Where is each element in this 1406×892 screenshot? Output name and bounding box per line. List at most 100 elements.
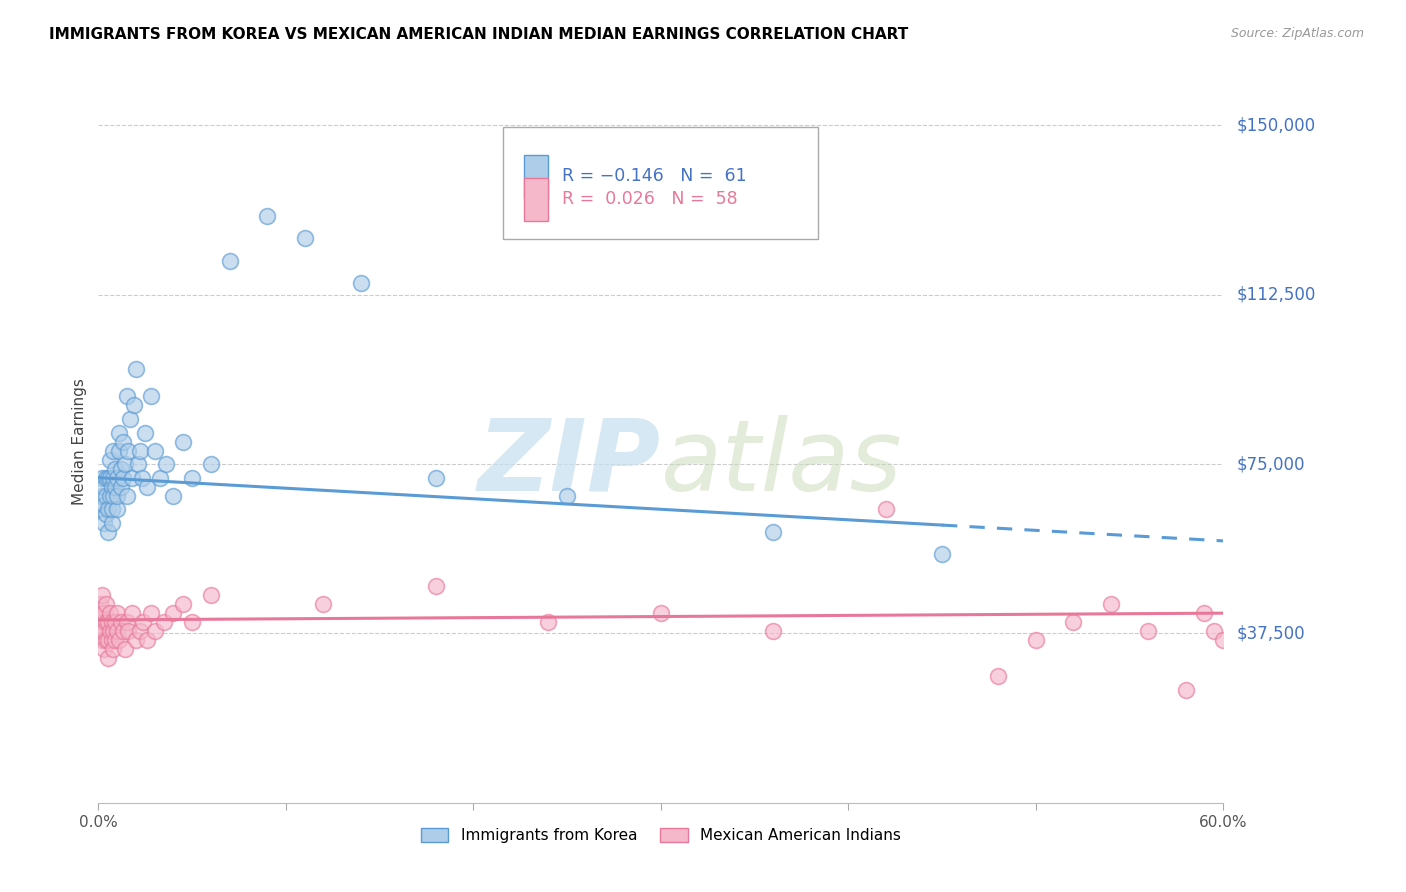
Point <box>181 615 204 630</box>
Point <box>128 624 150 639</box>
Point <box>97 470 120 484</box>
Point <box>100 633 122 648</box>
Point <box>172 597 194 611</box>
Point <box>132 615 155 630</box>
Point <box>105 502 128 516</box>
Text: $37,500: $37,500 <box>1237 624 1306 642</box>
Point <box>110 480 132 494</box>
Point <box>143 624 166 639</box>
Point <box>100 615 122 630</box>
Point <box>122 398 145 412</box>
Point <box>115 389 138 403</box>
Point <box>153 615 176 630</box>
Point <box>155 457 177 471</box>
Point <box>91 615 114 630</box>
Point <box>110 461 132 475</box>
Point <box>172 434 194 449</box>
Point <box>89 624 111 639</box>
Point <box>104 480 127 494</box>
Point <box>139 606 162 620</box>
Point <box>108 425 131 440</box>
Text: Source: ZipAtlas.com: Source: ZipAtlas.com <box>1230 27 1364 40</box>
Point <box>98 489 121 503</box>
Point <box>98 606 121 620</box>
Text: atlas: atlas <box>661 415 903 512</box>
Point <box>762 624 785 639</box>
Point <box>108 633 131 648</box>
Point <box>1194 606 1216 620</box>
Point <box>97 524 120 539</box>
Point <box>97 615 120 630</box>
Point <box>93 516 115 530</box>
Point <box>93 498 115 512</box>
Text: ZIP: ZIP <box>478 415 661 512</box>
Point <box>1137 624 1160 639</box>
Point <box>134 425 156 440</box>
Point <box>125 633 148 648</box>
Point <box>555 489 578 503</box>
Point <box>108 443 131 458</box>
Point <box>425 470 447 484</box>
Point <box>256 209 278 223</box>
Point <box>149 470 172 484</box>
Point <box>117 624 139 639</box>
Point <box>91 633 114 648</box>
Point <box>100 502 122 516</box>
Point <box>143 443 166 458</box>
Legend: Immigrants from Korea, Mexican American Indians: Immigrants from Korea, Mexican American … <box>415 822 907 849</box>
Point <box>104 615 127 630</box>
Point <box>121 470 143 484</box>
Point <box>89 606 111 620</box>
Point <box>120 412 142 426</box>
Point <box>93 642 115 657</box>
Point <box>98 452 121 467</box>
Point <box>91 489 114 503</box>
Point <box>111 624 134 639</box>
Y-axis label: Median Earnings: Median Earnings <box>72 378 87 505</box>
Point <box>136 480 159 494</box>
Point <box>139 389 162 403</box>
Text: IMMIGRANTS FROM KOREA VS MEXICAN AMERICAN INDIAN MEDIAN EARNINGS CORRELATION CHA: IMMIGRANTS FROM KOREA VS MEXICAN AMERICA… <box>49 27 908 42</box>
Point <box>97 633 120 648</box>
Point <box>650 606 672 620</box>
Point <box>103 470 125 484</box>
Point <box>103 624 125 639</box>
Point <box>1174 682 1197 697</box>
Point <box>1212 633 1234 648</box>
Point <box>128 443 150 458</box>
Text: R = −0.146   N =  61: R = −0.146 N = 61 <box>562 168 747 186</box>
Point <box>162 489 184 503</box>
Point <box>1025 633 1047 648</box>
Point <box>131 470 153 484</box>
Point <box>94 489 117 503</box>
Point <box>98 470 121 484</box>
Text: $75,000: $75,000 <box>1237 455 1306 473</box>
Point <box>114 457 136 471</box>
Point <box>105 470 128 484</box>
Point <box>181 470 204 484</box>
Point <box>117 443 139 458</box>
Point <box>115 615 138 630</box>
Point <box>104 633 127 648</box>
Text: $112,500: $112,500 <box>1237 285 1316 304</box>
Point <box>136 633 159 648</box>
Text: $150,000: $150,000 <box>1237 117 1316 135</box>
Point <box>875 502 897 516</box>
Point <box>425 579 447 593</box>
Point <box>294 231 316 245</box>
Point <box>110 615 132 630</box>
Point <box>537 615 560 630</box>
Point <box>115 489 138 503</box>
Point <box>93 480 115 494</box>
FancyBboxPatch shape <box>503 128 818 239</box>
Point <box>1099 597 1122 611</box>
Point <box>103 443 125 458</box>
Point <box>93 606 115 620</box>
Point <box>94 633 117 648</box>
Point <box>1202 624 1225 639</box>
Text: R =  0.026   N =  58: R = 0.026 N = 58 <box>562 191 738 209</box>
Point <box>91 470 114 484</box>
Bar <box>523 154 548 198</box>
Point <box>97 651 120 665</box>
Point <box>1062 615 1084 630</box>
